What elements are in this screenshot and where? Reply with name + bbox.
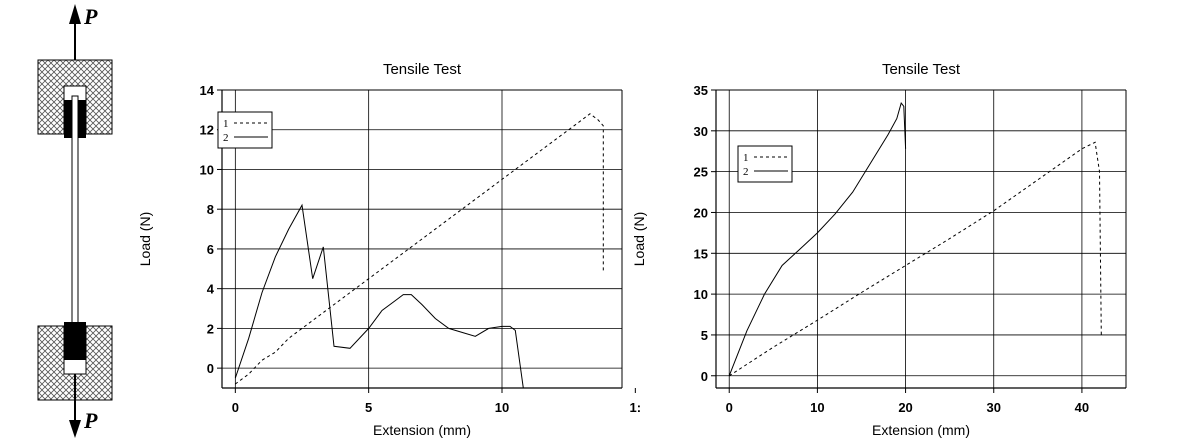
series-1-line: [728, 141, 1102, 377]
legend-label: 1: [223, 118, 229, 130]
chart-title: Tensile Test: [882, 61, 961, 78]
chart-title: Tensile Test: [383, 61, 462, 78]
x-tick-label: 1:: [630, 400, 642, 415]
legend-label: 2: [223, 132, 229, 144]
legend-label: 2: [743, 166, 749, 178]
y-tick-label: 4: [207, 282, 215, 297]
chart-right: 0 5 10 15 20 25 30 35 0 10 20 30 40 Tensile Test Exten…: [631, 61, 1127, 438]
y-tick-label: 35: [694, 83, 708, 98]
x-tick-label: 0: [726, 400, 733, 415]
top-load-label: P: [83, 4, 98, 29]
x-tick-label: 20: [898, 400, 912, 415]
y-tick-label: 12: [200, 123, 214, 138]
bottom-tab: [64, 322, 86, 360]
series-1-line: [235, 113, 604, 385]
series-2-line: [234, 203, 524, 389]
y-tick-label: 10: [200, 162, 214, 177]
legend-box: [737, 145, 793, 183]
y-tick-label: 2: [207, 321, 214, 336]
specimen-diagram: P P: [37, 4, 113, 438]
x-tick-label: 10: [495, 400, 509, 415]
y-tick-label: 10: [694, 287, 708, 302]
y-axis-label: Load (N): [137, 212, 153, 266]
series-2-line: [728, 102, 907, 376]
bottom-load-label: P: [83, 408, 98, 433]
y-tick-label: 5: [701, 328, 708, 343]
legend-box: [217, 111, 273, 149]
legend: 12: [737, 145, 793, 183]
x-tick-label: 10: [810, 400, 824, 415]
top-arrow-head: [69, 4, 81, 24]
x-axis-label: Extension (mm): [373, 422, 471, 438]
x-tick-label: 5: [365, 400, 372, 415]
legend: 12: [217, 111, 273, 149]
y-tick-label: 0: [207, 361, 214, 376]
y-tick-label: 0: [701, 369, 708, 384]
x-tick-label: 0: [232, 400, 239, 415]
y-tick-label: 25: [694, 165, 708, 180]
y-tick-label: 6: [207, 242, 214, 257]
specimen-strip: [71, 95, 79, 359]
y-tick-label: 20: [694, 205, 708, 220]
x-axis-label: Extension (mm): [872, 422, 970, 438]
y-tick-label: 15: [694, 246, 708, 261]
y-tick-label: 30: [694, 124, 708, 139]
y-tick-label: 8: [207, 202, 214, 217]
y-axis-label: Load (N): [631, 212, 647, 266]
x-tick-label: 40: [1075, 400, 1089, 415]
legend-label: 1: [743, 152, 749, 164]
bottom-arrow-head: [69, 420, 81, 438]
y-tick-label: 14: [200, 83, 215, 98]
x-tick-label: 30: [987, 400, 1001, 415]
